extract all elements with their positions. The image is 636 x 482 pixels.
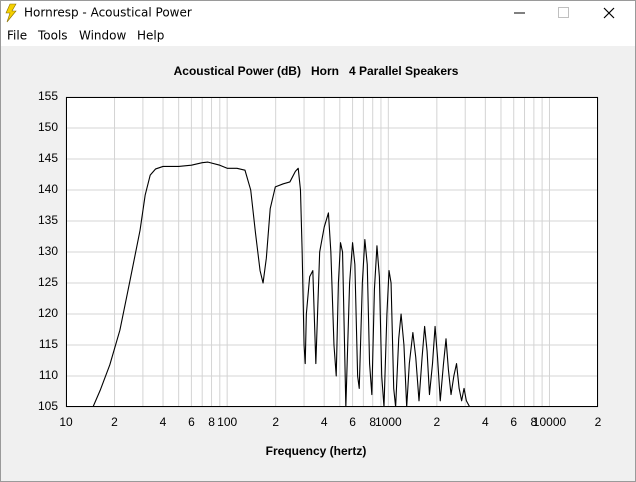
x-tick-label: 2 (595, 415, 602, 429)
x-tick-label: 10000 (533, 415, 567, 429)
x-tick-label: 8 (531, 415, 538, 429)
x-tick-label: 4 (321, 415, 328, 429)
x-tick-label: 6 (510, 415, 517, 429)
app-icon (5, 3, 17, 23)
x-tick-label: 2 (111, 415, 118, 429)
chrome (0, 0, 636, 46)
y-tick-label: 145 (38, 151, 58, 165)
y-tick-label: 105 (38, 399, 58, 413)
x-tick-label: 8 (369, 415, 376, 429)
x-axis-title: Frequency (hertz) (266, 444, 367, 458)
x-tick-label: 100 (217, 415, 237, 429)
x-tick-label: 2 (433, 415, 440, 429)
menu-item[interactable]: Help (137, 29, 164, 43)
window-title: Hornresp - Acoustical Power (24, 6, 192, 20)
y-tick-label: 135 (38, 213, 58, 227)
y-tick-label: 155 (38, 89, 58, 103)
power-curve (92, 161, 471, 407)
plot-frame (66, 97, 598, 407)
y-tick-label: 140 (38, 182, 58, 196)
y-tick-label: 115 (39, 337, 58, 351)
y-tick-label: 120 (38, 306, 58, 320)
menu-item[interactable]: Window (79, 29, 127, 43)
maximize-button[interactable] (558, 7, 569, 18)
x-tick-label: 8 (208, 415, 215, 429)
x-tick-label: 6 (188, 415, 195, 429)
y-tick-label: 130 (38, 244, 58, 258)
x-tick-label: 4 (482, 415, 489, 429)
y-tick-label: 110 (39, 368, 58, 382)
menu-item[interactable]: Tools (37, 29, 68, 43)
y-tick-label: 125 (38, 275, 58, 289)
menu-item[interactable]: File (7, 29, 27, 43)
close-button[interactable] (603, 7, 615, 19)
x-tick-label: 2 (272, 415, 279, 429)
y-tick-label: 150 (38, 120, 58, 134)
x-tick-label: 6 (349, 415, 356, 429)
x-tick-label: 4 (160, 415, 167, 429)
x-tick-label: 1000 (375, 415, 402, 429)
chart-title: Acoustical Power (dB) Horn 4 Parallel Sp… (174, 64, 459, 78)
x-tick-label: 10 (59, 415, 73, 429)
